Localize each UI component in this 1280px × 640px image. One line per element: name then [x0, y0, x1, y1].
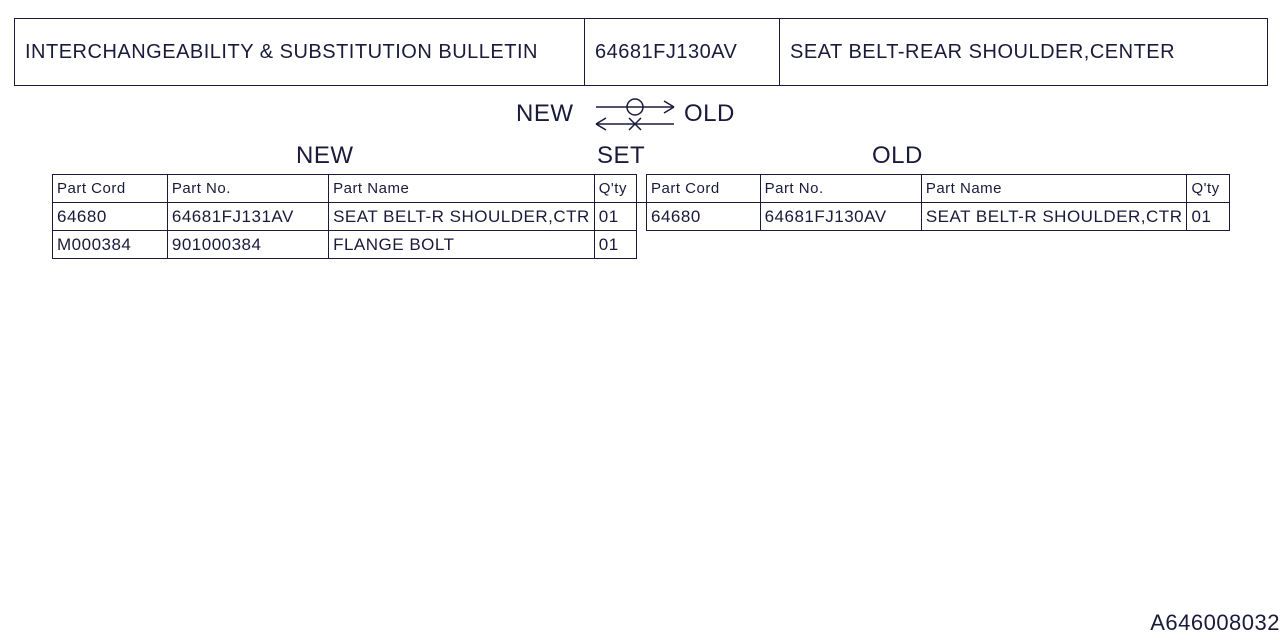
- header-part-number: 64681FJ130AV: [585, 19, 780, 86]
- parts-tables: Part Cord Part No. Part Name Q'ty Part C…: [52, 174, 1230, 259]
- header-title: INTERCHANGEABILITY & SUBSTITUTION BULLET…: [15, 19, 585, 86]
- empty-cell: [760, 231, 921, 259]
- cell-part-cord: 64680: [53, 203, 168, 231]
- section-label-old: OLD: [872, 142, 923, 170]
- col-qty-old: Q'ty: [1187, 175, 1230, 203]
- parts-table: Part Cord Part No. Part Name Q'ty Part C…: [52, 174, 1230, 259]
- diagram-old-label: OLD: [684, 100, 735, 128]
- cell-qty: 01: [1187, 203, 1230, 231]
- cell-part-name: SEAT BELT-R SHOULDER,CTR: [921, 203, 1187, 231]
- cell-part-name: SEAT BELT-R SHOULDER,CTR: [329, 203, 595, 231]
- empty-cell: [647, 231, 761, 259]
- cell-part-cord: M000384: [53, 231, 168, 259]
- cell-part-no: 901000384: [167, 231, 328, 259]
- cell-part-name: FLANGE BOLT: [329, 231, 595, 259]
- col-part-cord-old: Part Cord: [647, 175, 761, 203]
- table-gap: [637, 203, 647, 231]
- cell-part-cord: 64680: [647, 203, 761, 231]
- header-table: INTERCHANGEABILITY & SUBSTITUTION BULLET…: [14, 18, 1268, 86]
- cell-part-no: 64681FJ131AV: [167, 203, 328, 231]
- table-header-row: Part Cord Part No. Part Name Q'ty Part C…: [53, 175, 1230, 203]
- empty-cell: [1187, 231, 1230, 259]
- interchange-arrows-icon: [592, 94, 678, 136]
- header-part-description: SEAT BELT-REAR SHOULDER,CENTER: [780, 19, 1268, 86]
- col-part-name-old: Part Name: [921, 175, 1187, 203]
- section-labels: NEW SET OLD: [0, 138, 1280, 172]
- col-part-cord-new: Part Cord: [53, 175, 168, 203]
- diagram-new-label: NEW: [516, 100, 574, 128]
- col-part-name-new: Part Name: [329, 175, 595, 203]
- table-row: 64680 64681FJ131AV SEAT BELT-R SHOULDER,…: [53, 203, 1230, 231]
- col-part-no-new: Part No.: [167, 175, 328, 203]
- cell-qty: 01: [594, 203, 636, 231]
- cell-part-no: 64681FJ130AV: [760, 203, 921, 231]
- section-label-set: SET: [597, 142, 645, 170]
- cell-qty: 01: [594, 231, 636, 259]
- col-qty-new: Q'ty: [594, 175, 636, 203]
- col-part-no-old: Part No.: [760, 175, 921, 203]
- empty-cell: [921, 231, 1187, 259]
- table-row: M000384 901000384 FLANGE BOLT 01: [53, 231, 1230, 259]
- interchange-diagram: NEW OLD: [0, 94, 1280, 142]
- document-number: A646008032: [1150, 610, 1280, 636]
- empty-cell: [637, 231, 647, 259]
- table-gap: [637, 175, 647, 203]
- section-label-new: NEW: [296, 142, 354, 170]
